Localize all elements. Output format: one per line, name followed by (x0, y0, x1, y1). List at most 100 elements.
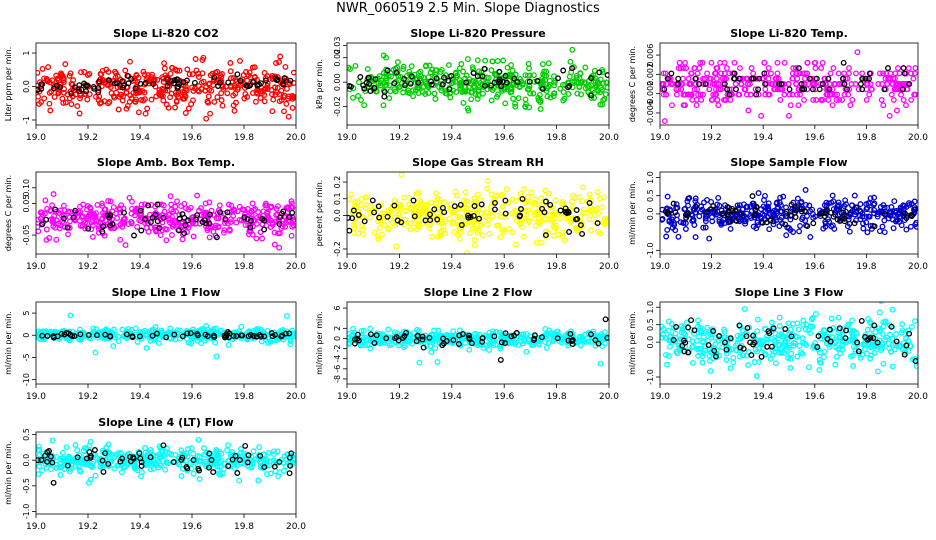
data-point-all (846, 213, 853, 220)
data-point-all (759, 338, 766, 345)
data-point-all (276, 59, 282, 66)
data-point-all (848, 353, 854, 360)
data-point-all (716, 352, 722, 359)
data-point-all (455, 221, 462, 228)
x-tick-label: 20.0 (599, 262, 619, 272)
data-point-all (737, 65, 743, 72)
data-point-all (594, 189, 601, 196)
data-point-all (881, 217, 888, 224)
data-point-selected (94, 332, 100, 339)
data-point-all (712, 70, 719, 77)
data-point-all (893, 207, 900, 214)
data-point-selected (147, 454, 154, 461)
data-point-all (231, 107, 238, 114)
data-point-selected (107, 333, 114, 340)
data-point-all (194, 192, 201, 199)
data-point-all (273, 337, 280, 343)
data-point-all (660, 81, 665, 87)
x-tick-label: 19.2 (389, 133, 409, 143)
data-point-all (787, 102, 794, 109)
data-point-all (367, 325, 374, 332)
data-point-all (680, 102, 687, 109)
data-point-all (92, 349, 99, 356)
data-point-all (218, 74, 225, 80)
data-point-selected (716, 333, 723, 339)
data-point-all (747, 203, 754, 210)
data-point-all (667, 337, 674, 344)
data-point-selected (391, 202, 398, 209)
data-point-selected (281, 75, 288, 82)
data-point-all (181, 91, 188, 98)
data-point-selected (170, 459, 177, 466)
data-point-selected (679, 342, 686, 349)
data-point-all (381, 222, 388, 229)
data-point-selected (721, 339, 728, 346)
data-point-all (213, 353, 220, 360)
data-point-all (478, 210, 485, 217)
x-tick-label: 20.0 (908, 392, 928, 402)
y-tick-label: -8 (333, 375, 342, 383)
data-point-all (176, 212, 183, 218)
data-point-all (123, 105, 130, 112)
data-point-all (777, 194, 784, 201)
x-tick-label: 20.0 (286, 392, 306, 402)
data-point-all (93, 326, 100, 333)
data-point-selected (100, 468, 107, 475)
data-point-all (912, 355, 918, 362)
data-point-all (405, 194, 412, 201)
data-point-all (885, 75, 892, 82)
data-point-all (283, 100, 290, 107)
data-point-all (908, 324, 915, 330)
data-point-selected (841, 81, 848, 87)
data-point-selected (367, 88, 374, 95)
data-point-all (806, 364, 812, 371)
data-point-selected (257, 452, 264, 459)
data-point-all (783, 232, 790, 239)
data-point-all (425, 89, 432, 96)
x-tick-label: 19.4 (753, 392, 773, 402)
data-point-all (42, 197, 49, 204)
data-point-selected (427, 211, 433, 218)
data-point-selected (691, 327, 698, 334)
data-point-all (861, 346, 868, 353)
data-point-all (178, 203, 185, 210)
data-point-selected (530, 337, 537, 344)
y-tick-label: -2 (333, 345, 342, 353)
data-point-all (586, 191, 593, 198)
x-tick-label: 19.4 (442, 392, 462, 402)
data-point-all (218, 450, 225, 457)
data-point-all (290, 69, 296, 76)
data-point-all (789, 70, 796, 77)
data-point-selected (237, 457, 243, 463)
data-point-all (525, 217, 532, 224)
data-point-all (575, 227, 582, 234)
data-point-all (371, 229, 378, 236)
data-point-all (834, 91, 841, 98)
data-point-all (281, 108, 287, 115)
data-point-all (523, 101, 529, 108)
data-point-all (200, 78, 207, 85)
data-point-all (765, 91, 772, 98)
data-point-all (233, 219, 240, 226)
data-point-all (68, 80, 75, 87)
data-point-selected (184, 330, 191, 337)
data-point-all (67, 70, 74, 77)
y-axis-label: percent per min. (315, 180, 324, 247)
data-point-all (843, 201, 849, 208)
data-point-all (242, 222, 249, 229)
data-point-all (39, 467, 46, 474)
data-point-all (695, 317, 701, 324)
data-point-all (119, 326, 126, 333)
data-point-selected (456, 332, 463, 339)
data-point-all (775, 75, 782, 82)
data-point-selected (225, 463, 232, 469)
data-point-all (441, 199, 448, 206)
data-point-all (754, 328, 761, 335)
data-point-all (434, 359, 441, 365)
data-point-all (352, 62, 359, 69)
data-point-all (706, 235, 713, 242)
data-point-all (866, 213, 873, 220)
data-point-all (43, 464, 50, 471)
data-point-all (698, 96, 705, 103)
data-point-all (184, 453, 191, 460)
